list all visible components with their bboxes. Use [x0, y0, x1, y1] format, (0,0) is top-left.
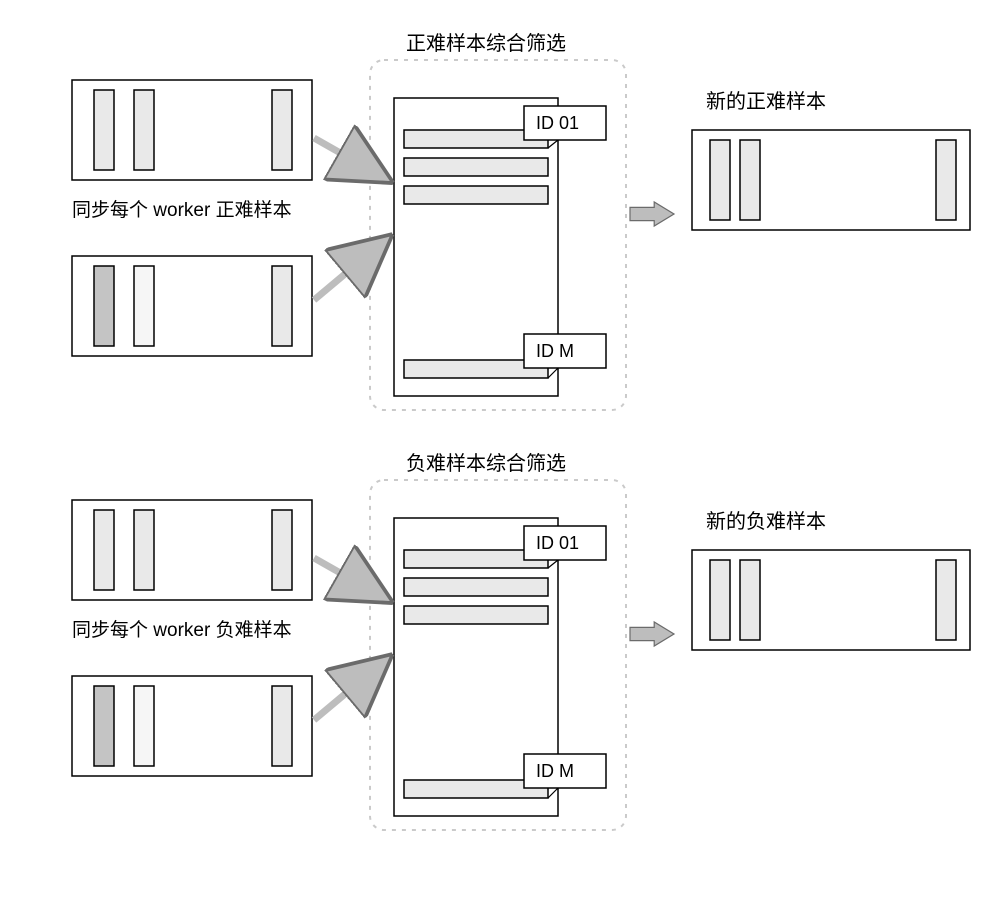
- filter-row: [404, 158, 548, 176]
- worker-caption: 同步每个 worker 正难样本: [72, 199, 292, 221]
- id-top-label: ID 01: [536, 533, 579, 553]
- output-arrow-icon: [630, 202, 674, 226]
- output-strip: [710, 140, 730, 220]
- output-strip: [936, 140, 956, 220]
- output-box: [692, 550, 970, 650]
- worker-strip: [272, 686, 292, 766]
- output-title: 新的负难样本: [706, 510, 826, 533]
- output-title: 新的正难样本: [706, 90, 826, 113]
- worker-strip: [134, 266, 154, 346]
- output-strip: [936, 560, 956, 640]
- output-box: [692, 130, 970, 230]
- output-strip: [710, 560, 730, 640]
- output-strip: [740, 560, 760, 640]
- output-strip: [740, 140, 760, 220]
- worker-strip: [94, 90, 114, 170]
- filter-title: 正难样本综合筛选: [406, 32, 566, 55]
- worker-strip: [134, 686, 154, 766]
- id-bottom-label: ID M: [536, 761, 574, 781]
- worker-strip: [134, 510, 154, 590]
- worker-strip: [272, 90, 292, 170]
- section: 正难样本综合筛选 ID 01 ID M 同步每个 worker 正难样本 新的正难样本: [72, 32, 970, 410]
- output-arrow-icon: [630, 622, 674, 646]
- filter-title: 负难样本综合筛选: [406, 452, 566, 475]
- filter-row: [404, 186, 548, 204]
- worker-strip: [94, 510, 114, 590]
- worker-strip: [94, 266, 114, 346]
- worker-strip: [134, 90, 154, 170]
- section: 负难样本综合筛选 ID 01 ID M 同步每个 worker 负难样本 新的负难样本: [72, 452, 970, 830]
- id-top-label: ID 01: [536, 113, 579, 133]
- worker-strip: [94, 686, 114, 766]
- worker-strip: [272, 266, 292, 346]
- id-bottom-label: ID M: [536, 341, 574, 361]
- worker-caption: 同步每个 worker 负难样本: [72, 619, 292, 641]
- worker-strip: [272, 510, 292, 590]
- filter-row: [404, 606, 548, 624]
- filter-row: [404, 578, 548, 596]
